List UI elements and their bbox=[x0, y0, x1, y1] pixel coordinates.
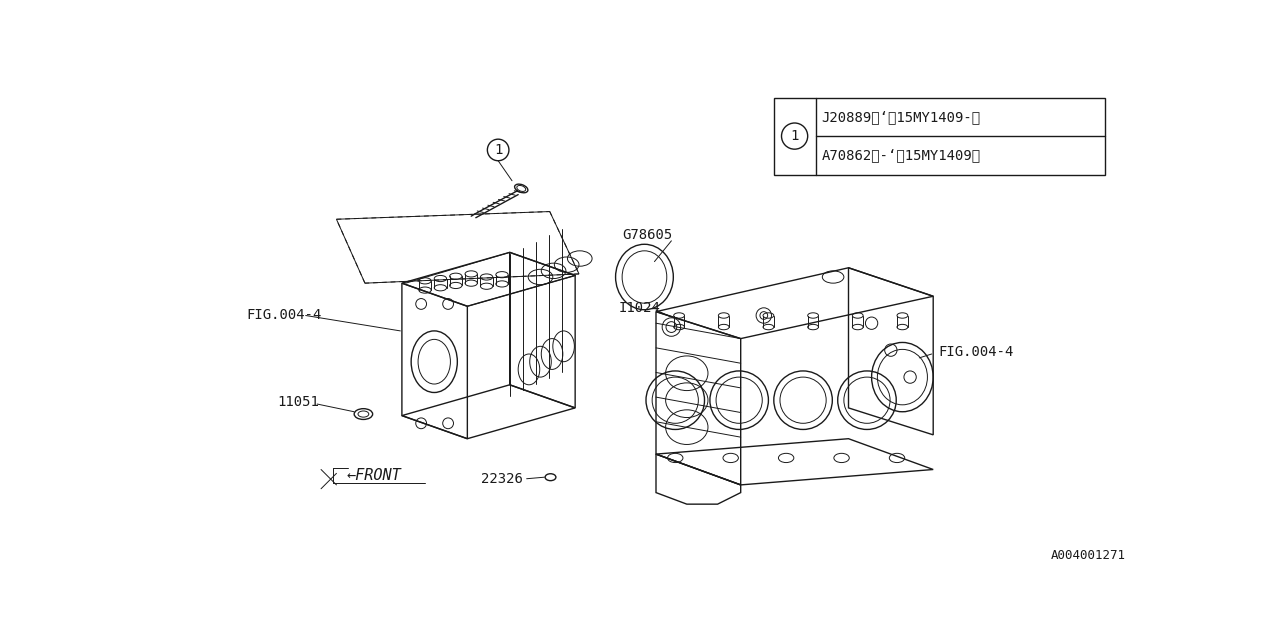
Text: FIG.004-4: FIG.004-4 bbox=[938, 346, 1014, 360]
Text: A004001271: A004001271 bbox=[1051, 549, 1125, 563]
Text: 11051: 11051 bbox=[278, 395, 319, 409]
Text: 22326: 22326 bbox=[481, 472, 524, 486]
Text: ←FRONT: ←FRONT bbox=[347, 468, 401, 483]
Text: 1: 1 bbox=[494, 143, 502, 157]
Text: FIG.004-4: FIG.004-4 bbox=[246, 308, 321, 323]
Text: J20889（‘１15MY1409-）: J20889（‘１15MY1409-） bbox=[822, 110, 980, 124]
Text: 1: 1 bbox=[791, 129, 799, 143]
Text: A70862（-‘１15MY1409）: A70862（-‘１15MY1409） bbox=[822, 148, 980, 163]
Text: I1024: I1024 bbox=[620, 301, 660, 315]
Bar bbox=[774, 97, 1105, 175]
Text: G78605: G78605 bbox=[622, 228, 672, 242]
